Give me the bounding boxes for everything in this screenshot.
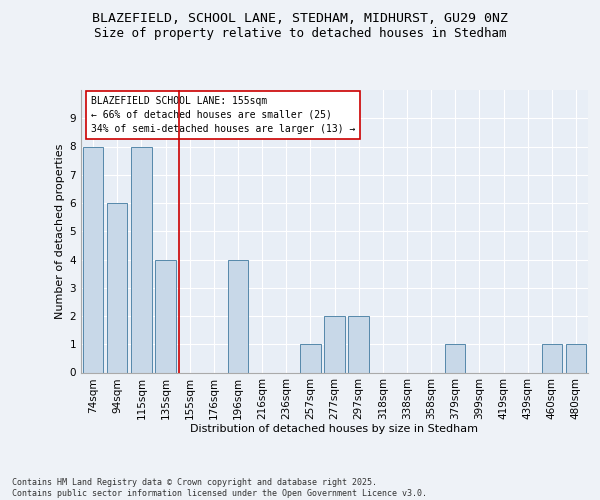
Bar [227,260,248,372]
Bar [107,203,127,372]
Bar [83,146,103,372]
Bar [300,344,320,372]
Bar [349,316,369,372]
Bar [445,344,466,372]
Bar [324,316,345,372]
Text: Size of property relative to detached houses in Stedham: Size of property relative to detached ho… [94,28,506,40]
Bar [566,344,586,372]
Text: BLAZEFIELD SCHOOL LANE: 155sqm
← 66% of detached houses are smaller (25)
34% of : BLAZEFIELD SCHOOL LANE: 155sqm ← 66% of … [91,96,356,134]
Text: Contains HM Land Registry data © Crown copyright and database right 2025.
Contai: Contains HM Land Registry data © Crown c… [12,478,427,498]
Bar [131,146,152,372]
Bar [542,344,562,372]
Text: BLAZEFIELD, SCHOOL LANE, STEDHAM, MIDHURST, GU29 0NZ: BLAZEFIELD, SCHOOL LANE, STEDHAM, MIDHUR… [92,12,508,26]
X-axis label: Distribution of detached houses by size in Stedham: Distribution of detached houses by size … [191,424,479,434]
Y-axis label: Number of detached properties: Number of detached properties [55,144,65,319]
Bar [155,260,176,372]
